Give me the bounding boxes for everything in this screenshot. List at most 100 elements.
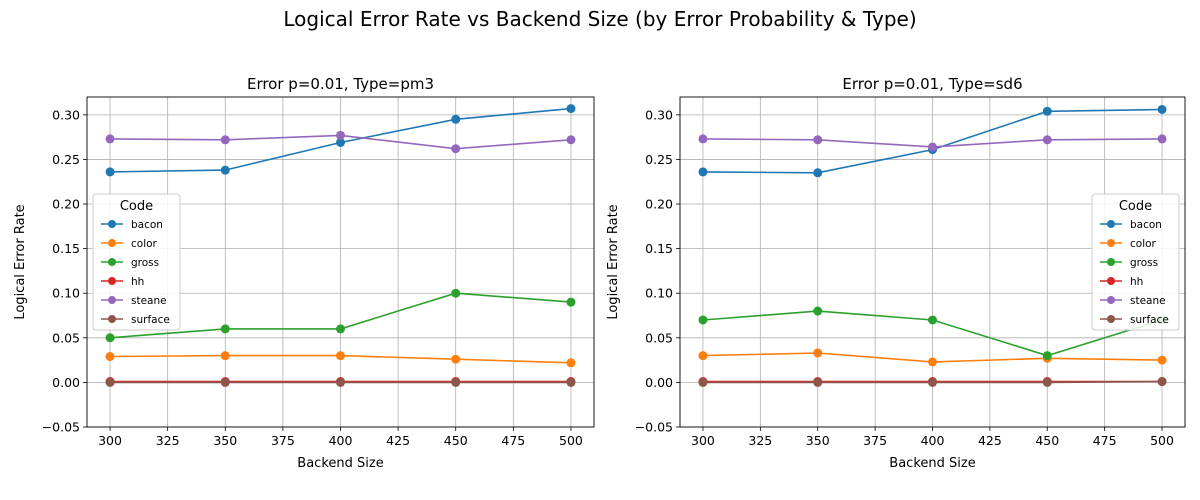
data-point-gross bbox=[105, 333, 115, 343]
legend-swatch-marker-bacon bbox=[1107, 220, 1115, 228]
legend-entry-steane: steane bbox=[1130, 295, 1166, 307]
x-tick-label: 350 bbox=[806, 433, 830, 448]
y-axis-label: Logical Error Rate bbox=[13, 204, 28, 319]
x-tick-label: 450 bbox=[444, 433, 468, 448]
data-point-surface bbox=[451, 377, 461, 387]
data-point-color bbox=[813, 348, 823, 358]
legend-swatch-marker-hh bbox=[1107, 277, 1115, 285]
legend-entry-gross: gross bbox=[131, 257, 159, 269]
y-tick-label: 0.10 bbox=[645, 286, 673, 301]
figure-suptitle: Logical Error Rate vs Backend Size (by E… bbox=[283, 7, 916, 31]
data-point-surface bbox=[336, 377, 345, 387]
chart-title: Error p=0.01, Type=sd6 bbox=[842, 75, 1022, 93]
x-tick-label: 400 bbox=[329, 433, 353, 448]
chart-title: Error p=0.01, Type=pm3 bbox=[247, 75, 434, 93]
y-tick-label: 0.00 bbox=[52, 375, 80, 390]
x-tick-label: 475 bbox=[1093, 433, 1117, 448]
data-point-steane bbox=[698, 134, 708, 144]
x-tick-label: 300 bbox=[691, 433, 715, 448]
data-point-steane bbox=[566, 135, 576, 145]
data-point-gross bbox=[813, 306, 823, 316]
data-point-steane bbox=[220, 135, 230, 145]
legend-swatch-marker-hh bbox=[108, 277, 116, 285]
x-tick-label: 450 bbox=[1035, 433, 1059, 448]
data-point-bacon bbox=[1157, 104, 1167, 114]
legend: Code bacon color gross hh steane surface bbox=[92, 193, 181, 331]
legend-swatch-marker-surface bbox=[108, 315, 116, 323]
data-point-surface bbox=[1157, 377, 1167, 387]
data-point-steane bbox=[813, 135, 823, 145]
y-tick-label: 0.05 bbox=[52, 330, 80, 345]
data-point-steane bbox=[1042, 135, 1052, 145]
legend-box bbox=[1091, 193, 1180, 331]
x-tick-label: 400 bbox=[921, 433, 945, 448]
legend-title: Code bbox=[1119, 199, 1152, 214]
x-tick-label: 350 bbox=[213, 433, 237, 448]
data-point-steane bbox=[1157, 134, 1167, 144]
legend-entry-surface: surface bbox=[131, 314, 170, 326]
data-point-color bbox=[928, 357, 937, 367]
legend-swatch-marker-bacon bbox=[108, 220, 116, 228]
data-point-color bbox=[698, 351, 708, 361]
data-point-gross bbox=[220, 324, 230, 334]
legend-title: Code bbox=[120, 199, 153, 214]
data-point-color bbox=[105, 352, 115, 362]
x-tick-label: 425 bbox=[386, 433, 410, 448]
y-tick-label: 0.25 bbox=[52, 152, 80, 167]
data-point-steane bbox=[928, 142, 937, 152]
legend-entry-gross: gross bbox=[1130, 257, 1158, 269]
data-point-surface bbox=[220, 377, 230, 387]
y-tick-label: 0.00 bbox=[645, 375, 673, 390]
data-point-bacon bbox=[105, 167, 115, 177]
x-tick-label: 375 bbox=[863, 433, 887, 448]
y-tick-label: 0.20 bbox=[52, 197, 80, 212]
data-point-bacon bbox=[220, 165, 230, 175]
data-point-color bbox=[336, 351, 345, 361]
chart-sd6: 300 325 350 375 400 425 450 475 500 −0.05 0.00 0.05… bbox=[606, 75, 1186, 471]
data-point-gross bbox=[451, 288, 461, 298]
data-point-gross bbox=[698, 315, 708, 325]
legend-entry-color: color bbox=[1130, 238, 1157, 250]
y-tick-label: 0.25 bbox=[645, 152, 673, 167]
x-tick-label: 500 bbox=[559, 433, 583, 448]
data-point-bacon bbox=[566, 104, 576, 114]
legend-entry-color: color bbox=[131, 238, 158, 250]
y-tick-label: −0.05 bbox=[42, 420, 80, 435]
y-tick-label: 0.30 bbox=[52, 107, 80, 122]
data-point-color bbox=[220, 351, 230, 361]
y-tick-label: 0.10 bbox=[52, 286, 80, 301]
data-point-surface bbox=[1042, 377, 1052, 387]
y-tick-label: −0.05 bbox=[635, 420, 673, 435]
data-point-surface bbox=[105, 377, 115, 387]
x-tick-label: 475 bbox=[501, 433, 525, 448]
y-tick-label: 0.20 bbox=[645, 197, 673, 212]
data-point-gross bbox=[928, 315, 937, 325]
x-tick-label: 375 bbox=[271, 433, 295, 448]
x-tick-label: 425 bbox=[978, 433, 1002, 448]
data-point-steane bbox=[451, 144, 461, 154]
data-point-color bbox=[451, 354, 461, 364]
data-point-bacon bbox=[451, 114, 461, 124]
data-point-surface bbox=[928, 377, 937, 387]
data-point-gross bbox=[336, 324, 345, 334]
data-point-bacon bbox=[813, 168, 823, 178]
x-axis-label: Backend Size bbox=[889, 456, 975, 471]
data-point-bacon bbox=[1042, 106, 1052, 116]
data-point-gross bbox=[566, 297, 576, 307]
y-tick-label: 0.30 bbox=[645, 107, 673, 122]
y-tick-label: 0.15 bbox=[645, 241, 673, 256]
legend-swatch-marker-gross bbox=[108, 258, 116, 266]
data-point-surface bbox=[566, 377, 576, 387]
x-tick-label: 500 bbox=[1150, 433, 1174, 448]
legend: Code bacon color gross hh steane surface bbox=[1091, 193, 1180, 331]
legend-entry-hh: hh bbox=[1130, 276, 1143, 288]
data-point-surface bbox=[813, 377, 823, 387]
data-point-surface bbox=[698, 377, 708, 387]
x-tick-label: 325 bbox=[748, 433, 772, 448]
chart-pm3: 300 325 350 375 400 425 450 475 500 −0.05 0.00 0.05… bbox=[13, 75, 595, 471]
data-point-color bbox=[566, 358, 576, 368]
y-tick-label: 0.15 bbox=[52, 241, 80, 256]
data-point-steane bbox=[105, 134, 115, 144]
legend-entry-surface: surface bbox=[1130, 314, 1169, 326]
